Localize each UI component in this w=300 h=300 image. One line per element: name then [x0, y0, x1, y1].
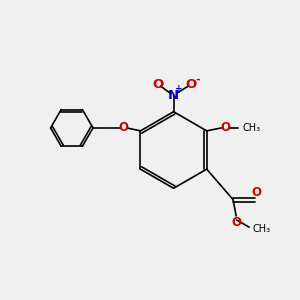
- Text: O: O: [220, 122, 230, 134]
- Text: O: O: [153, 78, 164, 91]
- Text: -: -: [195, 75, 200, 85]
- Text: +: +: [175, 84, 183, 93]
- Text: O: O: [118, 122, 128, 134]
- Text: N: N: [168, 89, 179, 102]
- Text: O: O: [186, 78, 197, 91]
- Text: O: O: [251, 186, 261, 199]
- Text: CH₃: CH₃: [243, 123, 261, 133]
- Text: O: O: [231, 216, 241, 229]
- Text: CH₃: CH₃: [253, 224, 271, 234]
